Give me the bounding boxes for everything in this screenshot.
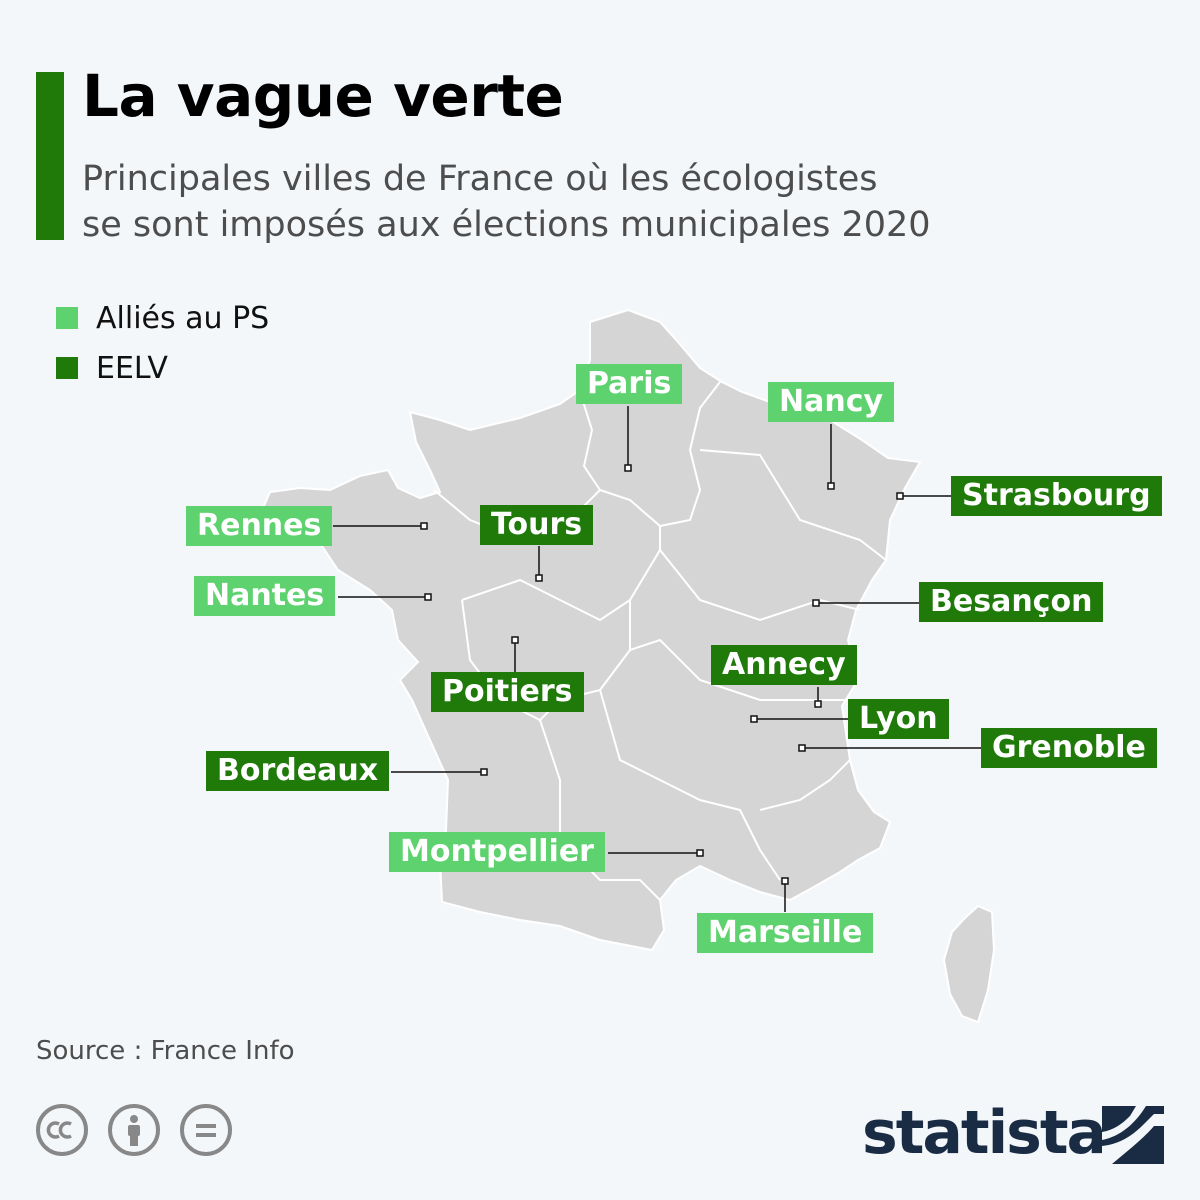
creative-commons-glyph [46,1121,72,1139]
city-label-annecy: Annecy [711,645,857,685]
city-label-bordeaux: Bordeaux [206,751,390,791]
statista-logo-icon[interactable] [1102,1106,1164,1164]
city-marker-marseille [781,877,789,885]
source-note: Source : France Info [36,1036,295,1066]
brand-wordmark[interactable]: statista [862,1098,1107,1168]
legend-label-eelv: EELV [96,350,168,386]
city-markers [420,464,904,885]
legend-label-allies-ps: Alliés au PS [96,300,270,336]
city-marker-strasbourg [896,492,904,500]
city-label-poitiers: Poitiers [431,672,584,712]
subtitle-line-1: Principales villes de France où les écol… [82,159,878,199]
city-marker-paris [624,464,632,472]
page-subtitle: Principales villes de France où les écol… [82,156,1042,248]
city-marker-tours [535,574,543,582]
city-label-montpellier: Montpellier [389,832,605,872]
no-derivatives-glyph [196,1124,216,1137]
legend-item-eelv: EELV [56,350,168,386]
city-marker-besancon [812,599,820,607]
city-marker-grenoble [798,744,806,752]
city-marker-montpellier [696,849,704,857]
city-marker-nantes [424,593,432,601]
corsica-shape [942,904,996,1024]
city-label-paris: Paris [576,364,683,404]
city-label-marseille: Marseille [697,913,874,953]
legend-item-allies-ps: Alliés au PS [56,300,269,336]
city-marker-nancy [827,482,835,490]
mainland-france-shape [262,308,922,952]
border-grand-est [699,449,887,561]
city-label-lyon: Lyon [848,699,949,739]
city-marker-bordeaux [480,768,488,776]
legend-swatch-eelv [56,357,78,379]
attribution-glyph [128,1115,140,1146]
no-derivatives-icon[interactable] [180,1104,232,1156]
legend-swatch-allies-ps [56,307,78,329]
subtitle-line-2: se sont imposés aux élections municipale… [82,205,931,245]
city-marker-lyon [750,715,758,723]
city-label-tours: Tours [480,505,594,545]
city-marker-poitiers [511,636,519,644]
creative-commons-icon[interactable] [36,1104,88,1156]
leader-lines [333,406,982,912]
city-label-strasbourg: Strasbourg [951,476,1162,516]
city-label-rennes: Rennes [186,506,333,546]
border-occitanie-east [599,689,781,881]
border-auvergne-north [629,638,848,701]
city-marker-annecy [814,700,822,708]
title-accent-bar [36,72,64,240]
city-label-grenoble: Grenoble [981,728,1157,768]
city-marker-rennes [420,522,428,530]
city-label-nantes: Nantes [194,576,336,616]
border-paca [759,759,851,811]
city-label-nancy: Nancy [768,382,895,422]
city-label-besancon: Besançon [919,582,1104,622]
page-title: La vague verte [82,62,564,130]
attribution-icon[interactable] [108,1104,160,1156]
